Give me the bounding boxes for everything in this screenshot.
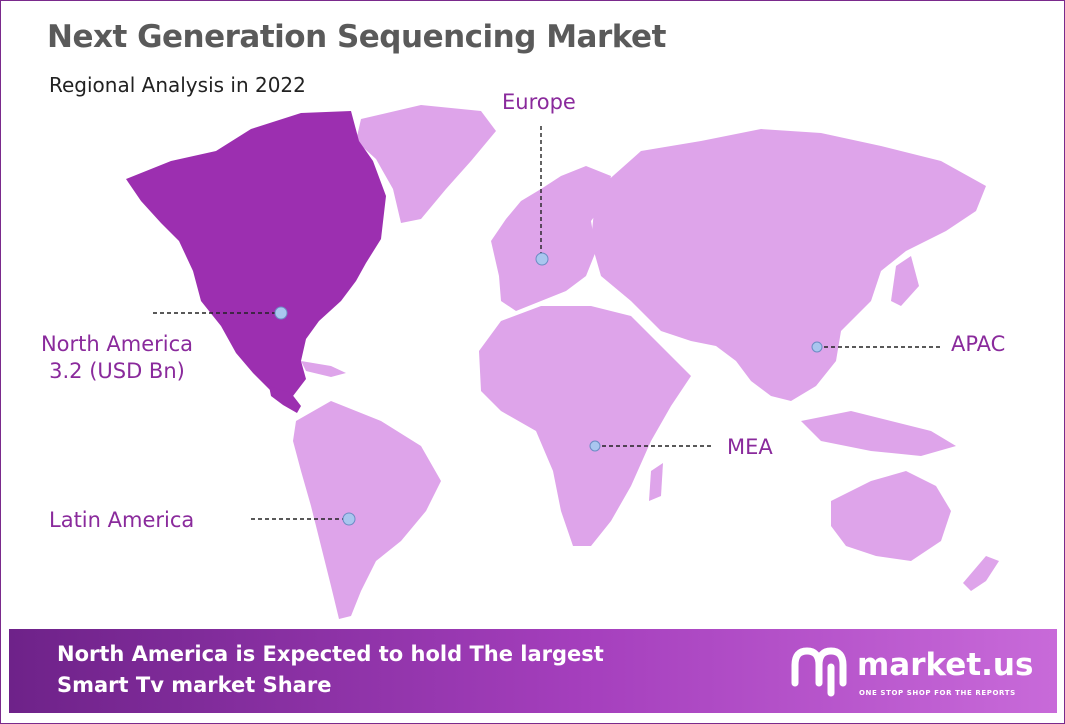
- mea-marker: [589, 440, 601, 452]
- banner-line-1: North America is Expected to hold The la…: [57, 642, 604, 666]
- greenland-shape: [356, 105, 496, 223]
- banner-message: North America is Expected to hold The la…: [57, 639, 604, 701]
- page-subtitle: Regional Analysis in 2022: [49, 73, 306, 97]
- apac-marker: [811, 341, 823, 353]
- europe-marker: [535, 252, 549, 266]
- australia-shape: [831, 471, 951, 561]
- north-america-marker: [274, 306, 288, 320]
- madagascar-shape: [649, 463, 663, 501]
- japan-shape: [891, 256, 919, 306]
- new-zealand-shape: [963, 556, 999, 591]
- page-title: Next Generation Sequencing Market: [47, 19, 666, 55]
- north-america-name: North America: [40, 332, 194, 356]
- brand-logo: market.us ONE STOP SHOP FOR THE REPORTS: [789, 643, 1033, 705]
- apac-label: APAC: [951, 332, 1006, 356]
- europe-shape: [491, 166, 611, 311]
- south-america-shape: [293, 401, 441, 619]
- banner-line-2: Smart Tv market Share: [57, 673, 332, 697]
- market-us-logo-icon: [791, 647, 847, 697]
- latin-america-label: Latin America: [49, 508, 195, 532]
- caribbean-shape: [301, 361, 346, 377]
- latin-america-marker: [342, 512, 356, 526]
- southeast-asia-islands-shape: [801, 411, 956, 456]
- north-america-label: North America 3.2 (USD Bn): [25, 331, 209, 385]
- brand-name: market.us: [857, 647, 1034, 683]
- africa-shape: [479, 306, 691, 546]
- north-america-shape: [126, 111, 386, 396]
- europe-label: Europe: [502, 90, 576, 114]
- mea-label: MEA: [727, 435, 773, 459]
- central-america-shape: [269, 386, 301, 413]
- footer-banner: North America is Expected to hold The la…: [9, 629, 1057, 713]
- asia-shape: [591, 129, 986, 401]
- north-america-value: 3.2 (USD Bn): [49, 359, 185, 383]
- brand-tagline: ONE STOP SHOP FOR THE REPORTS: [859, 689, 1016, 697]
